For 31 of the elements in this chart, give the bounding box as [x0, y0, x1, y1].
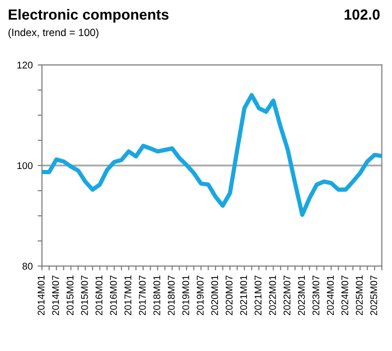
y-tick-label: 120 [17, 62, 33, 69]
x-tick-label: 2022M01 [269, 276, 276, 316]
x-tick-label: 2015M01 [66, 276, 74, 316]
x-tick-label: 2023M01 [298, 276, 305, 316]
y-tick-label: 80 [22, 262, 33, 270]
x-tick-label: 2014M01 [38, 276, 45, 316]
x-tick-label: 2019M01 [182, 276, 190, 316]
x-tick-label: 2015M07 [81, 276, 88, 316]
x-tick-label: 2019M07 [196, 276, 204, 316]
text: 102.0 [344, 9, 380, 20]
x-tick-label: 2025M07 [370, 276, 378, 316]
x-tick-label: 2021M01 [240, 276, 248, 316]
x-tick-label: 2020M01 [211, 276, 218, 316]
x-tick-label: 2018M07 [168, 276, 175, 316]
chart-title: Electronic components [8, 9, 168, 23]
x-tick-label: 2016M07 [110, 276, 117, 316]
line-series [42, 93, 382, 217]
x-tick-label: 2022M07 [284, 276, 290, 316]
x-tick-label: 2020M07 [226, 276, 233, 316]
x-tick-label: 2024M07 [341, 276, 348, 316]
x-tick-label: 2016M01 [96, 276, 102, 316]
y-tick-label: 100 [17, 162, 33, 170]
x-tick-label: 2017M01 [124, 276, 132, 316]
x-tick-label: 2023M07 [312, 276, 320, 316]
chart-subtitle: (Index, trend = 100) [8, 28, 98, 38]
x-tick-label: 2021M07 [254, 276, 262, 316]
x-tick-label: 2024M01 [326, 276, 334, 316]
x-tick-label: 2017M07 [138, 276, 146, 316]
x-tick-label: 2018M01 [153, 276, 160, 316]
x-tick-label: 2014M07 [52, 276, 60, 316]
x-tick-label: 2025M01 [356, 276, 363, 316]
